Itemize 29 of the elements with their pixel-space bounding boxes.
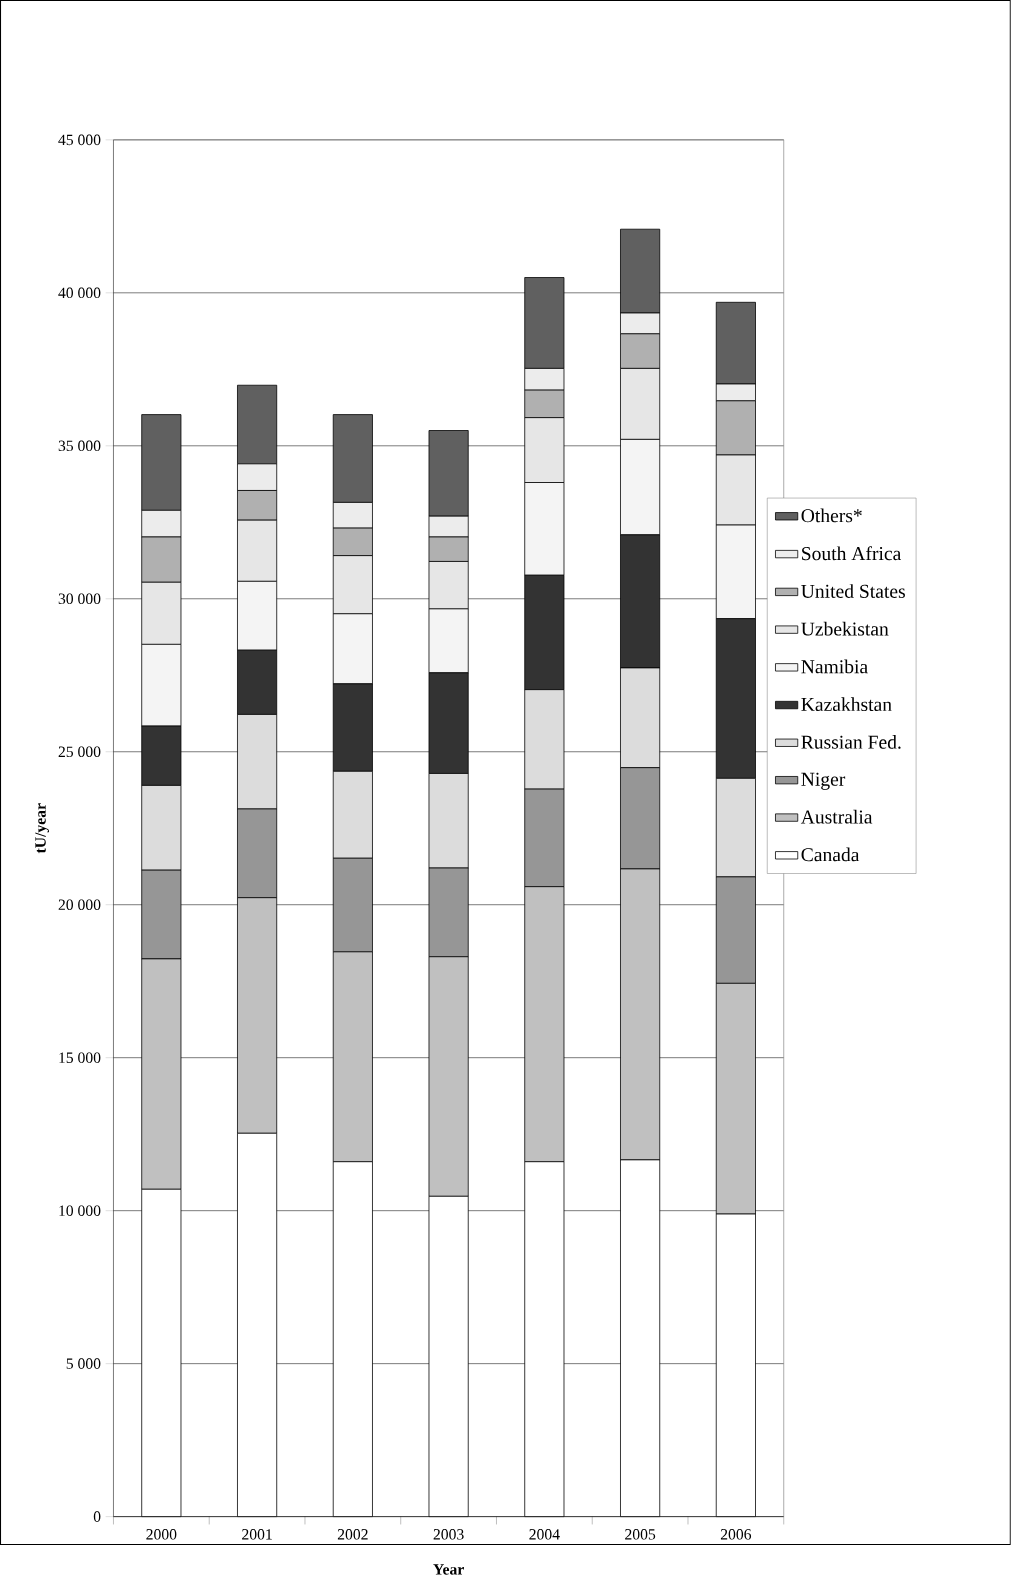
x-tick-label: 2000: [146, 1529, 177, 1540]
y-tick-label: 5 000: [66, 1358, 101, 1369]
y-axis-title: tU/year: [35, 803, 50, 854]
y-tick-label: 40 000: [58, 287, 101, 299]
legend-label: Niger: [801, 772, 846, 790]
x-tick-label: 2002: [337, 1529, 368, 1540]
x-axis-title: Year: [433, 1564, 465, 1575]
legend-label: Namibia: [801, 659, 868, 674]
y-tick-label: 20 000: [58, 899, 101, 910]
legend-label: Others*: [801, 508, 862, 523]
y-tick-label: 0: [93, 1511, 101, 1522]
legend-label: Canada: [801, 847, 860, 862]
y-tick-label: 15 000: [59, 1052, 101, 1063]
legend-label: Kazakhstan: [801, 697, 892, 712]
y-tick-label: 10 000: [59, 1205, 101, 1216]
y-tick-label: 45 000: [58, 134, 101, 146]
legend-label: South Africa: [802, 546, 902, 561]
y-tick-label: 35 000: [58, 440, 101, 452]
x-tick-label: 2005: [625, 1529, 656, 1540]
x-tick-label: 2004: [529, 1529, 560, 1540]
y-tick-label: 30 000: [58, 593, 101, 605]
legend-label: Russian Fed.: [801, 735, 901, 749]
legend-label: Australia: [801, 809, 873, 824]
x-tick-label: 2001: [242, 1529, 272, 1540]
y-tick-label: 25 000: [58, 746, 101, 758]
legend-label: United States: [801, 584, 906, 598]
x-tick-label: 2006: [721, 1529, 752, 1540]
x-tick-label: 2003: [433, 1529, 464, 1540]
legend-label: Uzbekistan: [801, 621, 889, 636]
